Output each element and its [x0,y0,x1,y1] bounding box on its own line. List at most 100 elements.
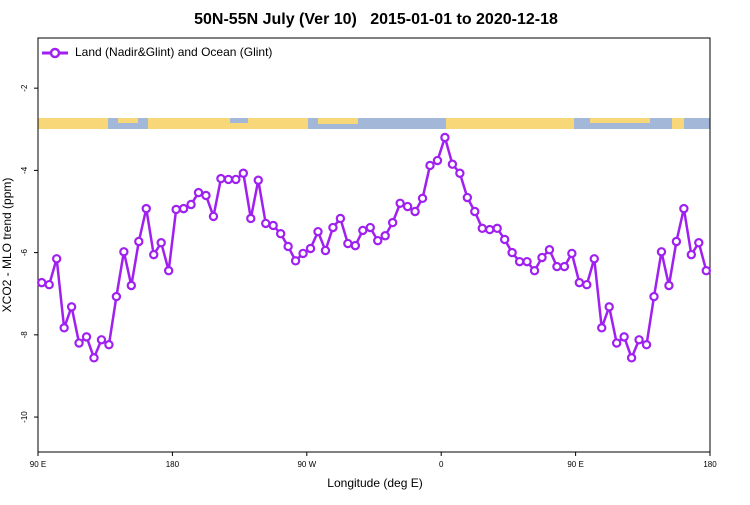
legend-marker [49,47,61,59]
data-point [305,243,316,254]
y-tick-label: -6 [20,249,29,257]
data-point [380,231,390,241]
data-point [492,223,502,234]
data-point [74,338,84,348]
data-point [193,187,204,198]
data-point [119,247,129,257]
data-point [641,339,652,350]
x-tick-label: 180 [166,460,180,469]
data-point [462,192,473,203]
data-point [425,160,435,171]
data-point [238,168,249,178]
data-point [44,279,54,290]
data-point [298,248,308,259]
data-point [619,332,629,342]
data-point [89,353,99,363]
data-point [597,323,607,333]
data-point [141,203,151,214]
data-point [574,277,585,288]
data-point [664,280,674,291]
data-point [522,256,532,267]
data-point [111,291,122,302]
y-tick-label: -2 [20,84,29,92]
data-point [275,228,286,239]
data-point [387,217,398,228]
data-point [268,220,278,231]
y-tick-label: -10 [20,411,29,423]
data-point [485,224,495,235]
data-point [440,132,450,143]
data-point [514,256,525,267]
x-tick-label: 180 [703,460,717,469]
data-point [335,213,346,224]
data-point [410,206,420,217]
data-point [679,203,689,214]
data-point [567,248,577,259]
data-point [537,252,547,263]
data-point [559,261,570,272]
data-point [649,291,659,302]
data-point [417,193,428,204]
data-point [223,174,234,185]
series-line [41,133,708,362]
data-point [81,332,92,342]
data-point [604,302,614,312]
data-point [283,241,293,252]
data-point [261,218,271,229]
data-point [208,211,219,222]
data-point [358,225,368,236]
data-point [231,174,241,185]
data-point [529,265,540,276]
data-point [589,254,599,264]
data-point [66,302,77,312]
data-point [582,279,592,290]
legend-label: Land (Nadir&Glint) and Ocean (Glint) [75,45,272,59]
x-tick-label: 90 W [297,460,316,469]
plot-frame [37,37,711,453]
y-tick-label: -8 [20,331,29,339]
data-point [104,339,114,350]
x-tick-label: 90 E [30,460,46,469]
data-point [671,236,682,247]
data-point [156,238,166,248]
data-point [246,213,256,224]
x-axis-label: Longitude (deg E) [327,476,422,490]
data-point [126,280,137,291]
data-point [507,247,517,258]
data-point [544,245,555,255]
data-point [320,245,331,256]
data-point [134,236,144,247]
data-point [328,222,338,233]
data-point [290,256,301,266]
data-point [201,190,211,201]
data-point [171,204,181,215]
data-point [552,261,562,272]
data-point [373,235,383,246]
y-tick-label: -4 [20,166,29,174]
data-point [350,240,361,251]
data-point [447,159,458,169]
data-point [701,265,711,276]
data-point [186,199,196,210]
data-point [37,277,47,288]
data-point [694,238,704,248]
chart-title: 50N-55N July (Ver 10) 2015-01-01 to 2020… [194,11,558,28]
data-point [149,249,159,260]
data-point [365,222,375,233]
data-point [432,155,443,166]
data-point [178,203,189,214]
data-point [470,206,480,217]
data-point [611,338,622,348]
data-point [402,201,413,212]
data-point [343,238,353,249]
data-point [626,353,637,363]
data-point [395,198,405,208]
data-point [96,335,107,345]
data-point [499,234,510,245]
legend: Land (Nadir&Glint) and Ocean (Glint) [42,45,272,59]
y-axis-label: XCO2 - MLO trend (ppm) [0,178,14,313]
data-point [253,175,263,185]
data-point [634,335,644,345]
data-point [313,226,323,237]
